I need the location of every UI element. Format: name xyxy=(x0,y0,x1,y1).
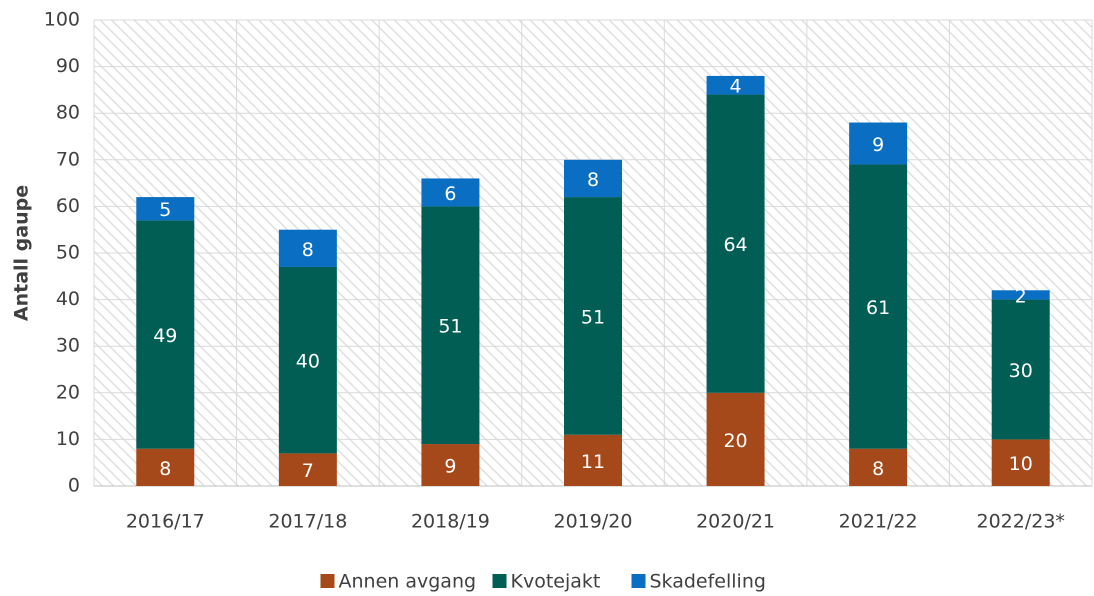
legend-swatch xyxy=(631,574,646,588)
x-tick-label: 2022/23* xyxy=(976,511,1064,533)
bar-segment xyxy=(278,229,337,267)
y-axis-label: Antall gaupe xyxy=(11,185,33,321)
data-label: 11 xyxy=(581,451,605,473)
y-tick-label: 90 xyxy=(56,55,80,77)
bar-segment xyxy=(278,266,337,454)
x-tick-label: 2016/17 xyxy=(126,511,205,533)
y-tick-label: 40 xyxy=(56,288,80,310)
bar-segment xyxy=(136,448,195,486)
bar-segment xyxy=(849,164,908,449)
data-label: 9 xyxy=(872,134,884,156)
y-tick-label: 20 xyxy=(56,381,80,403)
data-label: 8 xyxy=(302,239,314,261)
data-label: 51 xyxy=(581,306,605,328)
bar-segment xyxy=(278,453,337,486)
y-tick-label: 0 xyxy=(68,475,80,497)
y-tick-label: 60 xyxy=(56,195,80,217)
bar-segment xyxy=(421,444,480,486)
data-label: 2 xyxy=(1015,285,1027,307)
bar-segment xyxy=(991,290,1050,300)
data-label: 10 xyxy=(1009,453,1033,475)
data-label: 5 xyxy=(159,199,171,221)
data-label: 9 xyxy=(444,456,456,478)
data-label: 8 xyxy=(159,458,171,480)
bar-segment xyxy=(421,206,480,445)
bar-segment xyxy=(706,94,765,393)
x-tick-label: 2017/18 xyxy=(268,511,347,533)
bar-segment xyxy=(991,299,1050,440)
data-label: 30 xyxy=(1009,360,1033,382)
data-label: 64 xyxy=(723,234,747,256)
data-label: 4 xyxy=(730,76,742,98)
data-label: 20 xyxy=(723,430,747,452)
data-label: 51 xyxy=(438,316,462,338)
bar-segment xyxy=(706,392,765,486)
legend-label: Kvotejakt xyxy=(511,571,601,593)
x-tick-label: 2019/20 xyxy=(554,511,633,533)
bar-segment xyxy=(849,448,908,486)
legend-swatch xyxy=(492,574,507,588)
bar-segment xyxy=(849,122,908,165)
legend-swatch xyxy=(320,574,335,588)
y-tick-label: 30 xyxy=(56,335,80,357)
data-label: 49 xyxy=(153,325,177,347)
y-tick-label: 100 xyxy=(44,9,80,31)
bar-segment xyxy=(564,197,622,435)
y-tick-label: 50 xyxy=(56,242,80,264)
legend-label: Annen avgang xyxy=(339,571,477,593)
bar-segment xyxy=(421,178,480,207)
data-label: 7 xyxy=(302,460,314,482)
data-label: 6 xyxy=(444,183,456,205)
y-tick-label: 10 xyxy=(56,428,80,450)
data-label: 8 xyxy=(587,169,599,191)
legend-label: Skadefelling xyxy=(650,571,766,593)
x-tick-label: 2018/19 xyxy=(411,511,490,533)
bar-segment xyxy=(136,220,195,449)
bar-segment xyxy=(564,434,622,486)
data-label: 61 xyxy=(866,297,890,319)
bar-segment xyxy=(564,159,622,198)
data-label: 8 xyxy=(872,458,884,480)
y-tick-label: 70 xyxy=(56,148,80,170)
bar-segment xyxy=(706,75,765,95)
bar-segment xyxy=(991,439,1050,486)
bar-segment xyxy=(136,197,195,221)
x-tick-label: 2021/22 xyxy=(839,511,918,533)
x-tick-label: 2020/21 xyxy=(696,511,775,533)
data-label: 40 xyxy=(296,351,320,373)
y-tick-label: 80 xyxy=(56,102,80,124)
